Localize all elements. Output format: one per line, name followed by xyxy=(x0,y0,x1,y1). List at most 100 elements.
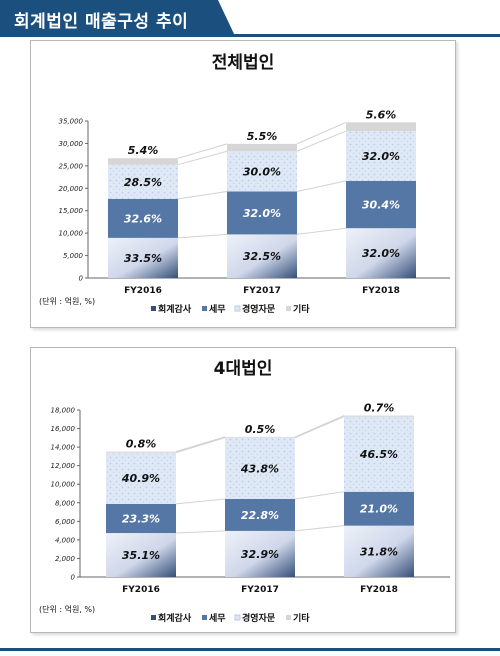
page-title: 회계법인 매출구성 추이 xyxy=(14,12,189,32)
data-label: 0.7% xyxy=(364,402,395,415)
unit-note: (단위 : 억원, %) xyxy=(39,604,95,614)
y-tick-label: 12,000 xyxy=(51,462,76,470)
y-tick-label: 16,000 xyxy=(51,425,76,433)
bar-segment xyxy=(227,234,297,278)
data-label: 40.9% xyxy=(121,472,160,485)
y-tick-label: 5,000 xyxy=(63,252,84,260)
series-connector xyxy=(177,150,228,166)
legend-swatch xyxy=(151,306,156,311)
bar-segment xyxy=(346,228,416,278)
data-label: 30.4% xyxy=(362,199,400,212)
chart-title: 전체법인 xyxy=(212,53,275,73)
data-label: 33.5% xyxy=(124,252,162,265)
series-connector xyxy=(296,180,347,192)
series-connector xyxy=(294,415,345,438)
data-label: 43.8% xyxy=(240,462,279,475)
series-connector xyxy=(177,233,228,239)
data-label: 0.5% xyxy=(245,423,276,436)
legend-entry: 회계감사 xyxy=(158,612,192,624)
data-label: 46.5% xyxy=(359,448,398,461)
legend-entry: 기타 xyxy=(293,303,310,315)
data-label: 23.3% xyxy=(122,512,160,525)
series-connector xyxy=(294,525,345,532)
series-connector xyxy=(177,190,228,200)
bar-segment xyxy=(225,498,295,531)
data-label: 22.8% xyxy=(241,509,279,522)
y-tick-label: 6,000 xyxy=(55,518,76,526)
x-tick-label: FY2018 xyxy=(362,286,400,296)
bar-segment xyxy=(106,533,176,577)
bar-segment xyxy=(225,530,295,577)
data-label: 32.5% xyxy=(243,250,281,263)
x-tick-label: FY2016 xyxy=(122,585,160,595)
series-connector xyxy=(296,130,347,152)
x-tick-label: FY2018 xyxy=(360,585,398,595)
data-label: 32.6% xyxy=(124,212,162,225)
bar-segment xyxy=(225,436,295,438)
data-label: 32.9% xyxy=(241,548,279,561)
footer-divider xyxy=(0,648,500,651)
header-divider xyxy=(0,34,500,37)
bar-segment xyxy=(227,143,297,152)
series-connector xyxy=(175,530,226,534)
legend-entry: 세무 xyxy=(209,303,226,315)
bar-segment xyxy=(108,237,178,278)
bar-segment xyxy=(106,452,176,504)
y-tick-label: 2,000 xyxy=(55,555,76,563)
bar-segment xyxy=(344,525,414,577)
chart-panel-all-firms: 전체법인 0 5,000 10,000 15,000 20,000 25,000 30,000… xyxy=(30,40,456,328)
data-label: 28.5% xyxy=(124,176,162,189)
y-tick-label: 0 xyxy=(71,574,76,582)
y-tick-label: 10,000 xyxy=(51,481,76,489)
data-label: 30.0% xyxy=(243,165,281,178)
bar-segment xyxy=(108,198,178,238)
legend-swatch xyxy=(286,615,291,620)
data-label: 0.8% xyxy=(126,438,157,451)
legend-entry: 경영자문 xyxy=(242,612,275,624)
legend-swatch xyxy=(151,615,156,620)
legend-swatch xyxy=(234,305,241,312)
y-tick-label: 4,000 xyxy=(55,536,76,544)
legend-swatch xyxy=(202,615,207,620)
data-label: 5.5% xyxy=(247,130,278,143)
y-tick-label: 30,000 xyxy=(59,140,84,148)
data-label: 32.0% xyxy=(243,207,281,220)
bar-segment xyxy=(227,191,297,235)
y-tick-label: 15,000 xyxy=(59,207,84,215)
y-tick-label: 8,000 xyxy=(55,499,76,507)
bar-segment xyxy=(344,415,414,417)
legend-entry: 회계감사 xyxy=(158,303,192,315)
series-connector xyxy=(177,143,228,159)
data-label: 32.0% xyxy=(362,150,400,163)
chart-title: 4대법인 xyxy=(214,359,273,379)
bar-segment xyxy=(108,158,178,165)
data-label: 21.0% xyxy=(360,503,398,516)
series-connector xyxy=(175,436,226,453)
x-tick-label: FY2017 xyxy=(243,286,281,296)
bar-segment xyxy=(344,416,414,492)
series-connector xyxy=(175,498,226,505)
page-header: 회계법인 매출구성 추이 xyxy=(0,0,235,36)
chart-panel-big4: 4대법인 0 2,000 4,000 6,000 8,000 10,000 12,000 14,… xyxy=(30,347,456,633)
chart-all-firms: 전체법인 0 5,000 10,000 15,000 20,000 25,000 30,000… xyxy=(39,53,450,315)
bar-segment xyxy=(225,437,295,499)
data-label: 5.6% xyxy=(366,108,397,121)
y-tick-label: 18,000 xyxy=(51,407,76,415)
legend-swatch xyxy=(202,306,207,311)
bar-segment xyxy=(346,131,416,181)
y-tick-label: 0 xyxy=(79,275,84,283)
y-tick-label: 35,000 xyxy=(59,118,84,126)
legend-entry: 세무 xyxy=(209,612,226,624)
legend-entry: 기타 xyxy=(293,612,310,624)
bar-segment xyxy=(227,151,297,192)
legend-entry: 경영자문 xyxy=(242,303,275,315)
series-connector xyxy=(294,491,345,500)
series-connector xyxy=(296,227,347,235)
y-tick-label: 25,000 xyxy=(59,162,84,170)
y-tick-label: 10,000 xyxy=(59,230,84,238)
series-connector xyxy=(294,416,345,439)
chart-big4: 4대법인 0 2,000 4,000 6,000 8,000 10,000 12,000 14,… xyxy=(39,359,450,624)
y-tick-label: 14,000 xyxy=(51,444,76,452)
y-tick-label: 20,000 xyxy=(59,185,84,193)
data-label: 32.0% xyxy=(362,247,400,260)
